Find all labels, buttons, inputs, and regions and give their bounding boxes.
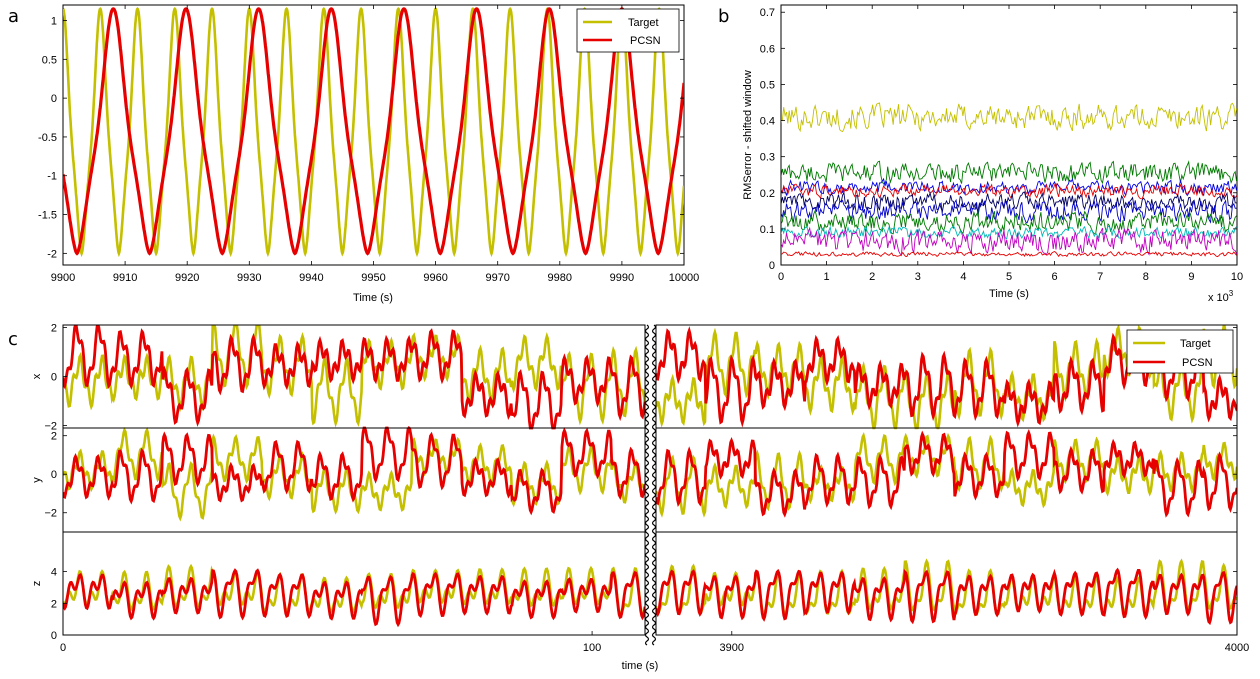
chart-a-ytick-label: 1 bbox=[51, 16, 57, 28]
legend-a-pcsn-label: PCSN bbox=[630, 35, 661, 47]
panel-label-c: c bbox=[8, 329, 18, 350]
chart-b-xtick-label: 7 bbox=[1097, 271, 1103, 283]
chart-c-series-pcsn-z-seg0 bbox=[63, 568, 645, 628]
chart-b-series-0 bbox=[781, 102, 1237, 133]
chart-b-series-8 bbox=[781, 226, 1237, 257]
legend-a-target-label: Target bbox=[628, 17, 659, 29]
chart-c-ytick-label: 2 bbox=[51, 431, 57, 443]
chart-a-legend-box bbox=[576, 8, 680, 53]
chart-c-series-pcsn-z-seg1 bbox=[656, 567, 1237, 626]
chart-c-ytick-label: 0 bbox=[51, 469, 57, 481]
chart-a-ytick-label: 0.5 bbox=[42, 54, 57, 66]
chart-a-ytick-label: -1.5 bbox=[38, 210, 57, 222]
chart-a-series-pcsn bbox=[63, 7, 684, 256]
chart-b-xtick-label: 6 bbox=[1052, 271, 1058, 283]
chart-b-xtick-label: 2 bbox=[869, 271, 875, 283]
chart-a-xlabel: Time (s) bbox=[353, 292, 393, 304]
chart-a-legend: Target PCSN bbox=[576, 8, 680, 53]
chart-c-ylabel-x: x bbox=[31, 373, 43, 379]
chart-a-xtick-label: 9950 bbox=[361, 272, 385, 284]
chart-b-series-1 bbox=[781, 160, 1237, 185]
chart-a-xtick-label: 9990 bbox=[610, 272, 634, 284]
chart-b-ytick-label: 0.4 bbox=[760, 116, 775, 128]
chart-b-ytick-label: 0.3 bbox=[760, 152, 775, 164]
chart-b-ytick-label: 0.5 bbox=[760, 79, 775, 91]
axis-break-squiggle bbox=[644, 324, 650, 646]
chart-c-series-pcsn-y-seg0 bbox=[63, 426, 645, 516]
chart-b-ytick-label: 0.1 bbox=[760, 224, 775, 236]
chart-c-ytick-label: 0 bbox=[51, 630, 57, 642]
chart-b-series-5 bbox=[781, 198, 1237, 224]
panel-label-a: a bbox=[8, 6, 19, 27]
chart-c-ytick-label: 4 bbox=[51, 567, 57, 579]
chart-c-xtick-label: 4000 bbox=[1225, 642, 1249, 654]
chart-a-xtick-label: 9930 bbox=[237, 272, 261, 284]
panel-label-b: b bbox=[718, 6, 729, 27]
chart-b-x-multiplier-exp: 3 bbox=[1229, 289, 1234, 298]
chart-c-legend-box bbox=[1126, 329, 1234, 374]
chart-b-xtick-label: 8 bbox=[1143, 271, 1149, 283]
chart-a-xtick-label: 9910 bbox=[113, 272, 137, 284]
chart-b-xtick-label: 3 bbox=[915, 271, 921, 283]
chart-c-ylabel-y: y bbox=[31, 477, 43, 483]
chart-b-frame bbox=[780, 4, 1238, 266]
chart-c-frame bbox=[62, 531, 646, 636]
chart-c-series-target-z-seg0 bbox=[63, 563, 645, 616]
chart-a-ytick-label: 0 bbox=[51, 93, 57, 105]
chart-b-series-9 bbox=[781, 250, 1237, 258]
chart-b-xtick-label: 0 bbox=[778, 271, 784, 283]
chart-b-xtick-label: 4 bbox=[960, 271, 966, 283]
chart-c-xtick-label: 0 bbox=[60, 642, 66, 654]
chart-b-xtick-label: 9 bbox=[1188, 271, 1194, 283]
chart-b-series-6 bbox=[781, 209, 1237, 235]
chart-b-ytick-label: 0.2 bbox=[760, 188, 775, 200]
chart-a-ytick-label: -0.5 bbox=[38, 132, 57, 144]
chart-b-xtick-label: 5 bbox=[1006, 271, 1012, 283]
chart-a-xtick-label: 9900 bbox=[51, 272, 75, 284]
chart-c-series-pcsn-x-seg0 bbox=[63, 325, 645, 430]
chart-a-ytick-label: -1 bbox=[47, 171, 57, 183]
chart-b-series-4 bbox=[781, 191, 1237, 214]
chart-c-frame bbox=[655, 531, 1238, 636]
chart-c-ytick-label: −2 bbox=[44, 421, 57, 433]
chart-a: 9900 9910 9920 9930 9940 9950 9960 9970 9980 9990… bbox=[38, 4, 700, 304]
chart-c-ytick-label: 0 bbox=[51, 372, 57, 384]
chart-c-xtick-label: 100 bbox=[583, 642, 601, 654]
chart-c-ylabel-z: z bbox=[31, 581, 43, 587]
chart-c-ytick-label: −2 bbox=[44, 508, 57, 520]
axis-break bbox=[644, 324, 657, 646]
chart-b-series-3 bbox=[781, 182, 1237, 200]
chart-b-xlabel: Time (s) bbox=[989, 288, 1029, 300]
axis-break-squiggle bbox=[651, 324, 657, 646]
chart-c-ytick-label: 2 bbox=[51, 598, 57, 610]
chart-b-ytick-label: 0.7 bbox=[760, 7, 775, 19]
chart-b-series-2 bbox=[781, 177, 1237, 197]
chart-a-xtick-label: 9940 bbox=[299, 272, 323, 284]
chart-b-xtick-label: 1 bbox=[824, 271, 830, 283]
chart-a-xtick-label: 10000 bbox=[669, 272, 700, 284]
chart-a-xtick-label: 9970 bbox=[485, 272, 509, 284]
chart-b-ylabel: RMSerror - shifted window bbox=[742, 70, 754, 200]
chart-b-series-7 bbox=[781, 225, 1237, 240]
chart-a-series-target bbox=[63, 7, 684, 258]
chart-c-series-pcsn-y-seg1 bbox=[656, 428, 1237, 518]
chart-c-series-target-x-seg0 bbox=[63, 325, 645, 428]
chart-b-ytick-label: 0 bbox=[769, 260, 775, 272]
chart-c-xlabel: time (s) bbox=[622, 660, 659, 672]
legend-c-target-label: Target bbox=[1180, 338, 1211, 350]
chart-a-xtick-label: 9980 bbox=[548, 272, 572, 284]
chart-b: 0 1 2 3 4 5 6 7 8 9 10 0.7 0.6 0.5 0.4 0.3 0.2 0.1 0 Time … bbox=[742, 4, 1243, 304]
chart-b-x-multiplier: x 103 bbox=[1208, 289, 1234, 304]
legend-c-pcsn-label: PCSN bbox=[1182, 357, 1213, 369]
chart-b-xtick-label: 10 bbox=[1231, 271, 1243, 283]
chart-a-xtick-label: 9920 bbox=[175, 272, 199, 284]
chart-c-legend: Target PCSN bbox=[1126, 329, 1234, 374]
chart-c: 2 0 −2 x 2 0 −2 y 4 2 0 z 0 100 3900 4000 time (s) Targ… bbox=[31, 322, 1249, 672]
chart-a-ytick-label: -2 bbox=[47, 248, 57, 260]
chart-c-ytick-label: 2 bbox=[51, 322, 57, 334]
chart-a-xtick-label: 9960 bbox=[423, 272, 447, 284]
chart-b-ytick-label: 0.6 bbox=[760, 43, 775, 55]
chart-c-xtick-label: 3900 bbox=[720, 642, 744, 654]
